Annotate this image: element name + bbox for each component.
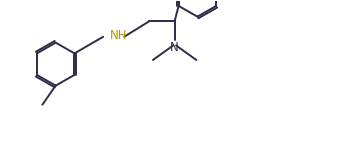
Text: N: N <box>170 41 179 54</box>
Text: NH: NH <box>109 29 127 42</box>
